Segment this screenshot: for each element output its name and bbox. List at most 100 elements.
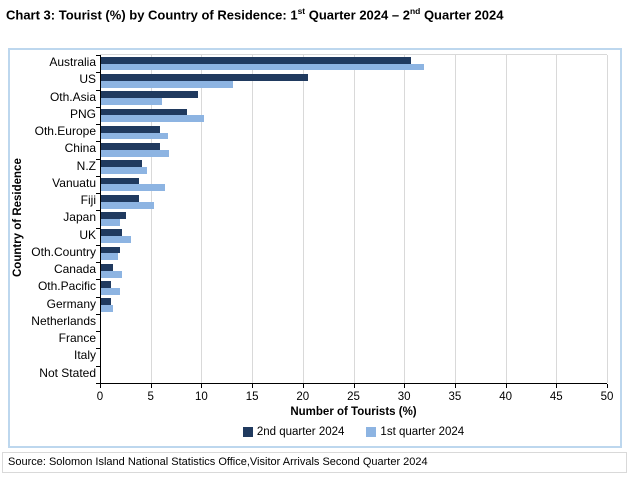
gridline [150,55,152,383]
bar-2nd-China [101,143,160,150]
category-label: Italy [73,348,96,363]
category-tick [96,72,100,74]
x-axis-tick [404,384,406,388]
category-label: France [58,331,96,345]
category-tick [96,296,100,298]
legend-label-2nd-quarter: 2nd quarter 2024 [256,426,345,438]
bar-2nd-Vanuatu [101,177,139,185]
x-axis-tick [201,384,203,388]
bar-2nd-Australia [101,56,412,64]
bar-2nd-Canada [101,263,114,271]
x-tick-label: 30 [397,391,411,403]
bar-1st-Australia [101,63,425,71]
category-tick [96,106,100,108]
category-label: UK [79,227,96,242]
legend-item-1st-quarter: 1st quarter 2024 [366,426,464,438]
category-label: Japan [63,210,96,225]
bar-2nd-N.Z [101,160,142,168]
category-label: Oth.Pacific [37,279,96,294]
bar-1st-US [101,80,233,88]
gridline [454,55,456,383]
category-label: PNG [69,106,96,121]
bar-1st-PNG [101,115,205,123]
legend-item-2nd-quarter: 2nd quarter 2024 [242,426,345,438]
category-tick [96,313,100,315]
bar-1st-Vanuatu [101,184,165,192]
chart-title-text: Chart 3: Tourist (%) by Country of Resid… [6,7,298,23]
bar-1st-Oth.Asia [101,98,162,105]
x-tick-label: 10 [194,391,208,403]
category-label: Germany [46,296,96,311]
gridline [353,55,355,383]
category-label: China [64,141,96,156]
category-tick [96,55,100,56]
chart-title: Chart 3: Tourist (%) by Country of Resid… [6,6,626,22]
category-label: Oth.Europe [34,124,96,138]
bar-2nd-PNG [101,108,188,116]
category-label: Oth.Asia [49,89,96,104]
bar-2nd-Oth.Pacific [101,281,112,289]
category-tick [96,158,100,160]
chart-title-superscript-st: st [297,6,306,16]
category-label: Netherlands [31,313,96,328]
bar-2nd-UK [101,229,123,237]
x-axis-tick [150,384,152,388]
category-tick [96,279,100,281]
bar-2nd-Fiji [101,194,139,202]
x-tick-label: 15 [245,391,259,403]
x-tick-label: 35 [448,391,462,403]
category-tick [96,348,100,350]
x-tick-label: 20 [296,391,310,403]
x-tick-label: 50 [600,391,614,403]
bar-2nd-Germany [101,298,112,306]
category-tick [96,365,100,367]
legend-label-1st-quarter: 1st quarter 2024 [380,426,465,438]
category-tick [96,141,100,143]
bar-2nd-Oth.Europe [101,125,160,133]
gridline [556,55,558,383]
chart-title-superscript-nd: nd [409,6,421,16]
x-tick-label: 45 [549,391,563,403]
y-axis-line [100,55,101,384]
category-label: N.Z [76,158,96,173]
x-axis-title: Number of Tourists (%) [290,406,417,418]
gridline [252,55,254,383]
gridline [404,55,406,383]
category-label: Canada [53,262,96,276]
source-box [2,452,627,473]
chart-title-text: Quarter 2024 [420,7,504,23]
gridline [201,55,203,383]
source-note: Source: Solomon Island National Statisti… [8,456,428,468]
x-axis-tick [505,384,507,388]
x-axis-tick [607,384,608,388]
bar-1st-UK [101,236,132,244]
bar-2nd-Oth.Country [101,246,121,254]
legend-swatch-2nd-quarter [242,427,253,437]
category-tick [96,383,100,384]
category-label: Fiji [80,193,96,207]
bar-1st-Fiji [101,201,154,209]
category-label: US [79,72,96,87]
x-axis-line [99,383,607,384]
bar-1st-Germany [101,305,114,313]
x-tick-label: 40 [499,391,512,403]
x-axis-tick [302,384,304,388]
x-axis-tick [454,384,456,388]
x-tick-label: 5 [147,391,154,403]
gridline [607,55,608,383]
category-label: Not Stated [39,365,96,380]
x-axis-tick [252,384,254,388]
x-axis-tick [353,384,355,388]
legend: 2nd quarter 2024 1st quarter 2024 [100,426,607,438]
bar-1st-China [101,149,169,157]
legend-swatch-1st-quarter [366,427,377,437]
x-tick-label: 25 [347,391,360,403]
bar-2nd-US [101,74,308,81]
x-axis-tick [556,384,558,388]
y-axis-labels: Australia US Oth.Asia PNG Oth.Europe China N.Z… [28,54,96,382]
bar-1st-Oth.Country [101,253,119,261]
category-tick [96,124,100,126]
plot-area: 0 5 10 15 20 25 30 35 40 45 50 [96,54,613,403]
category-tick [96,210,100,212]
